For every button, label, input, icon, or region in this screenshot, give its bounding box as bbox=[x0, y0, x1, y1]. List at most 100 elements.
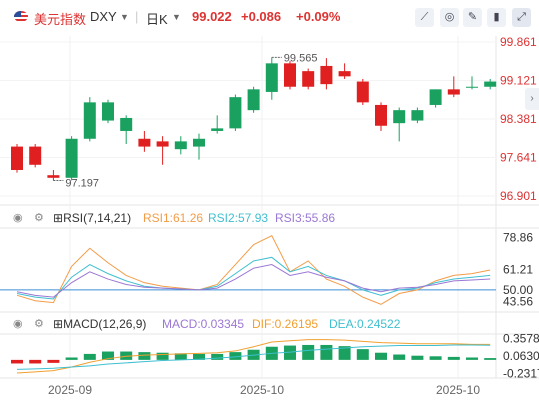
macd-line-dea bbox=[16, 344, 491, 370]
expand-icon[interactable]: ⤢ bbox=[512, 8, 531, 27]
macd-histogram-bar bbox=[11, 359, 23, 364]
rsi-tick-label: 78.86 bbox=[503, 231, 533, 245]
rsi-tick-label: 61.21 bbox=[503, 263, 533, 277]
macd-histogram-bar bbox=[411, 355, 424, 360]
chevron-down-icon[interactable]: ▼ bbox=[172, 12, 181, 22]
candle-body bbox=[65, 138, 78, 178]
sidebar-toggle-button[interactable]: › bbox=[525, 88, 539, 110]
macd-histogram-bar bbox=[302, 344, 315, 360]
candle-body bbox=[247, 89, 260, 111]
macd-panel bbox=[11, 339, 497, 374]
date-tick-label: 2025-09 bbox=[48, 383, 92, 397]
candle-body bbox=[411, 110, 424, 121]
macd-line-dif bbox=[16, 339, 491, 374]
macd-histogram-bar bbox=[138, 352, 151, 360]
candle-body bbox=[211, 128, 224, 131]
candle-body bbox=[83, 102, 96, 139]
eye-off-icon[interactable]: ◎ bbox=[440, 8, 459, 27]
eye-icon[interactable]: ◉ bbox=[13, 318, 23, 330]
candle-body bbox=[429, 89, 442, 105]
rsi-tick-label: 43.56 bbox=[503, 295, 533, 309]
chart-header: 美元指数 DXY ▼ | 日K ▼ 99.022 +0.086 +0.09% ⟋… bbox=[0, 0, 539, 34]
candle-body bbox=[447, 89, 460, 95]
candle-body bbox=[356, 81, 369, 103]
macd-histogram-bar bbox=[211, 353, 224, 360]
grid-lines bbox=[0, 36, 539, 379]
eye-icon[interactable]: ◉ bbox=[13, 212, 23, 224]
delete-icon[interactable]: ▮ bbox=[487, 8, 506, 27]
settings-icon[interactable]: ⚙ bbox=[34, 212, 44, 224]
period-selector[interactable]: 日K bbox=[146, 12, 168, 27]
low-annotation: 97.197 bbox=[65, 178, 99, 190]
macd-histogram-bar bbox=[47, 359, 60, 363]
price-tick-label: 99.861 bbox=[500, 35, 537, 49]
line-chart-icon[interactable]: ⟋ bbox=[415, 8, 434, 27]
macd-histogram-bar bbox=[338, 346, 351, 360]
us-flag-icon bbox=[14, 11, 28, 22]
high-annotation: 99.565 bbox=[284, 52, 318, 64]
candle-body bbox=[393, 110, 406, 124]
instrument-code[interactable]: DXY bbox=[90, 9, 117, 24]
candle-body bbox=[229, 97, 242, 129]
price-tick-label: 98.381 bbox=[500, 112, 537, 126]
dif-value: DIF:0.26195 bbox=[252, 317, 319, 331]
date-tick-label: 2025-10 bbox=[240, 383, 284, 397]
rsi3-value: RSI3:55.86 bbox=[275, 211, 336, 225]
macd-label: ⊞MACD(12,26,9) bbox=[53, 317, 147, 331]
macd-histogram-bar bbox=[193, 353, 205, 360]
macd-histogram-bar bbox=[356, 349, 369, 360]
macd-tick-label: 0.35781 bbox=[503, 332, 539, 346]
macd-histogram-bar bbox=[320, 344, 333, 360]
price-tick-label: 96.901 bbox=[500, 189, 537, 203]
price-change: +0.086 bbox=[241, 9, 282, 24]
candle-body bbox=[193, 138, 205, 147]
candle-body bbox=[466, 86, 478, 88]
macd-tick-label: 0.06304 bbox=[503, 349, 539, 363]
macd-histogram-bar bbox=[393, 354, 406, 360]
candle-body bbox=[11, 146, 23, 170]
macd-histogram-bar bbox=[447, 356, 460, 360]
candle-body bbox=[174, 141, 187, 150]
macd-tick-label: -0.23173 bbox=[503, 367, 539, 381]
candle-body bbox=[375, 104, 387, 126]
macd-histogram-bar bbox=[284, 345, 296, 360]
price-change-pct: +0.09% bbox=[296, 9, 341, 24]
candle-body bbox=[138, 138, 151, 147]
instrument-name: 美元指数 bbox=[34, 12, 87, 27]
macd-histogram-bar bbox=[120, 351, 133, 360]
rsi-line-3 bbox=[16, 264, 491, 298]
macd-histogram-bar bbox=[102, 351, 114, 360]
axis-labels: 99.861 99.121 98.381 97.641 96.901 99.565 97.1… bbox=[48, 35, 539, 397]
candle-body bbox=[338, 71, 351, 77]
candle-body bbox=[484, 81, 497, 87]
dea-value: DEA:0.24522 bbox=[329, 317, 401, 331]
rsi-tick-label: 50.00 bbox=[503, 283, 533, 297]
macd-histogram-bar bbox=[466, 357, 478, 360]
macd-value: MACD:0.03345 bbox=[162, 317, 245, 331]
macd-histogram-bar bbox=[83, 353, 96, 360]
candle-body bbox=[265, 63, 278, 92]
rsi-label: ⊞RSI(7,14,21) bbox=[53, 211, 132, 225]
settings-icon[interactable]: ⚙ bbox=[34, 318, 44, 330]
candle-body bbox=[29, 146, 42, 165]
rsi2-value: RSI2:57.93 bbox=[208, 211, 269, 225]
pencil-icon[interactable]: ✎ bbox=[463, 8, 482, 27]
macd-histogram-bar bbox=[429, 356, 442, 360]
macd-histogram-bar bbox=[375, 352, 387, 360]
candle-body bbox=[302, 71, 315, 87]
macd-histogram-bar bbox=[174, 353, 187, 360]
last-price: 99.022 bbox=[192, 9, 232, 24]
date-tick-label: 2025-10 bbox=[436, 383, 480, 397]
candle-body bbox=[320, 65, 333, 85]
macd-histogram-bar bbox=[65, 357, 78, 360]
macd-histogram-bar bbox=[29, 359, 42, 364]
macd-histogram-bar bbox=[229, 352, 242, 360]
chevron-down-icon[interactable]: ▼ bbox=[120, 12, 129, 22]
candle-body bbox=[156, 141, 169, 147]
macd-histogram-bar bbox=[484, 358, 497, 360]
candle-body bbox=[102, 102, 114, 121]
rsi1-value: RSI1:61.26 bbox=[143, 211, 204, 225]
price-tick-label: 97.641 bbox=[500, 150, 537, 164]
rsi-panel bbox=[0, 234, 496, 305]
